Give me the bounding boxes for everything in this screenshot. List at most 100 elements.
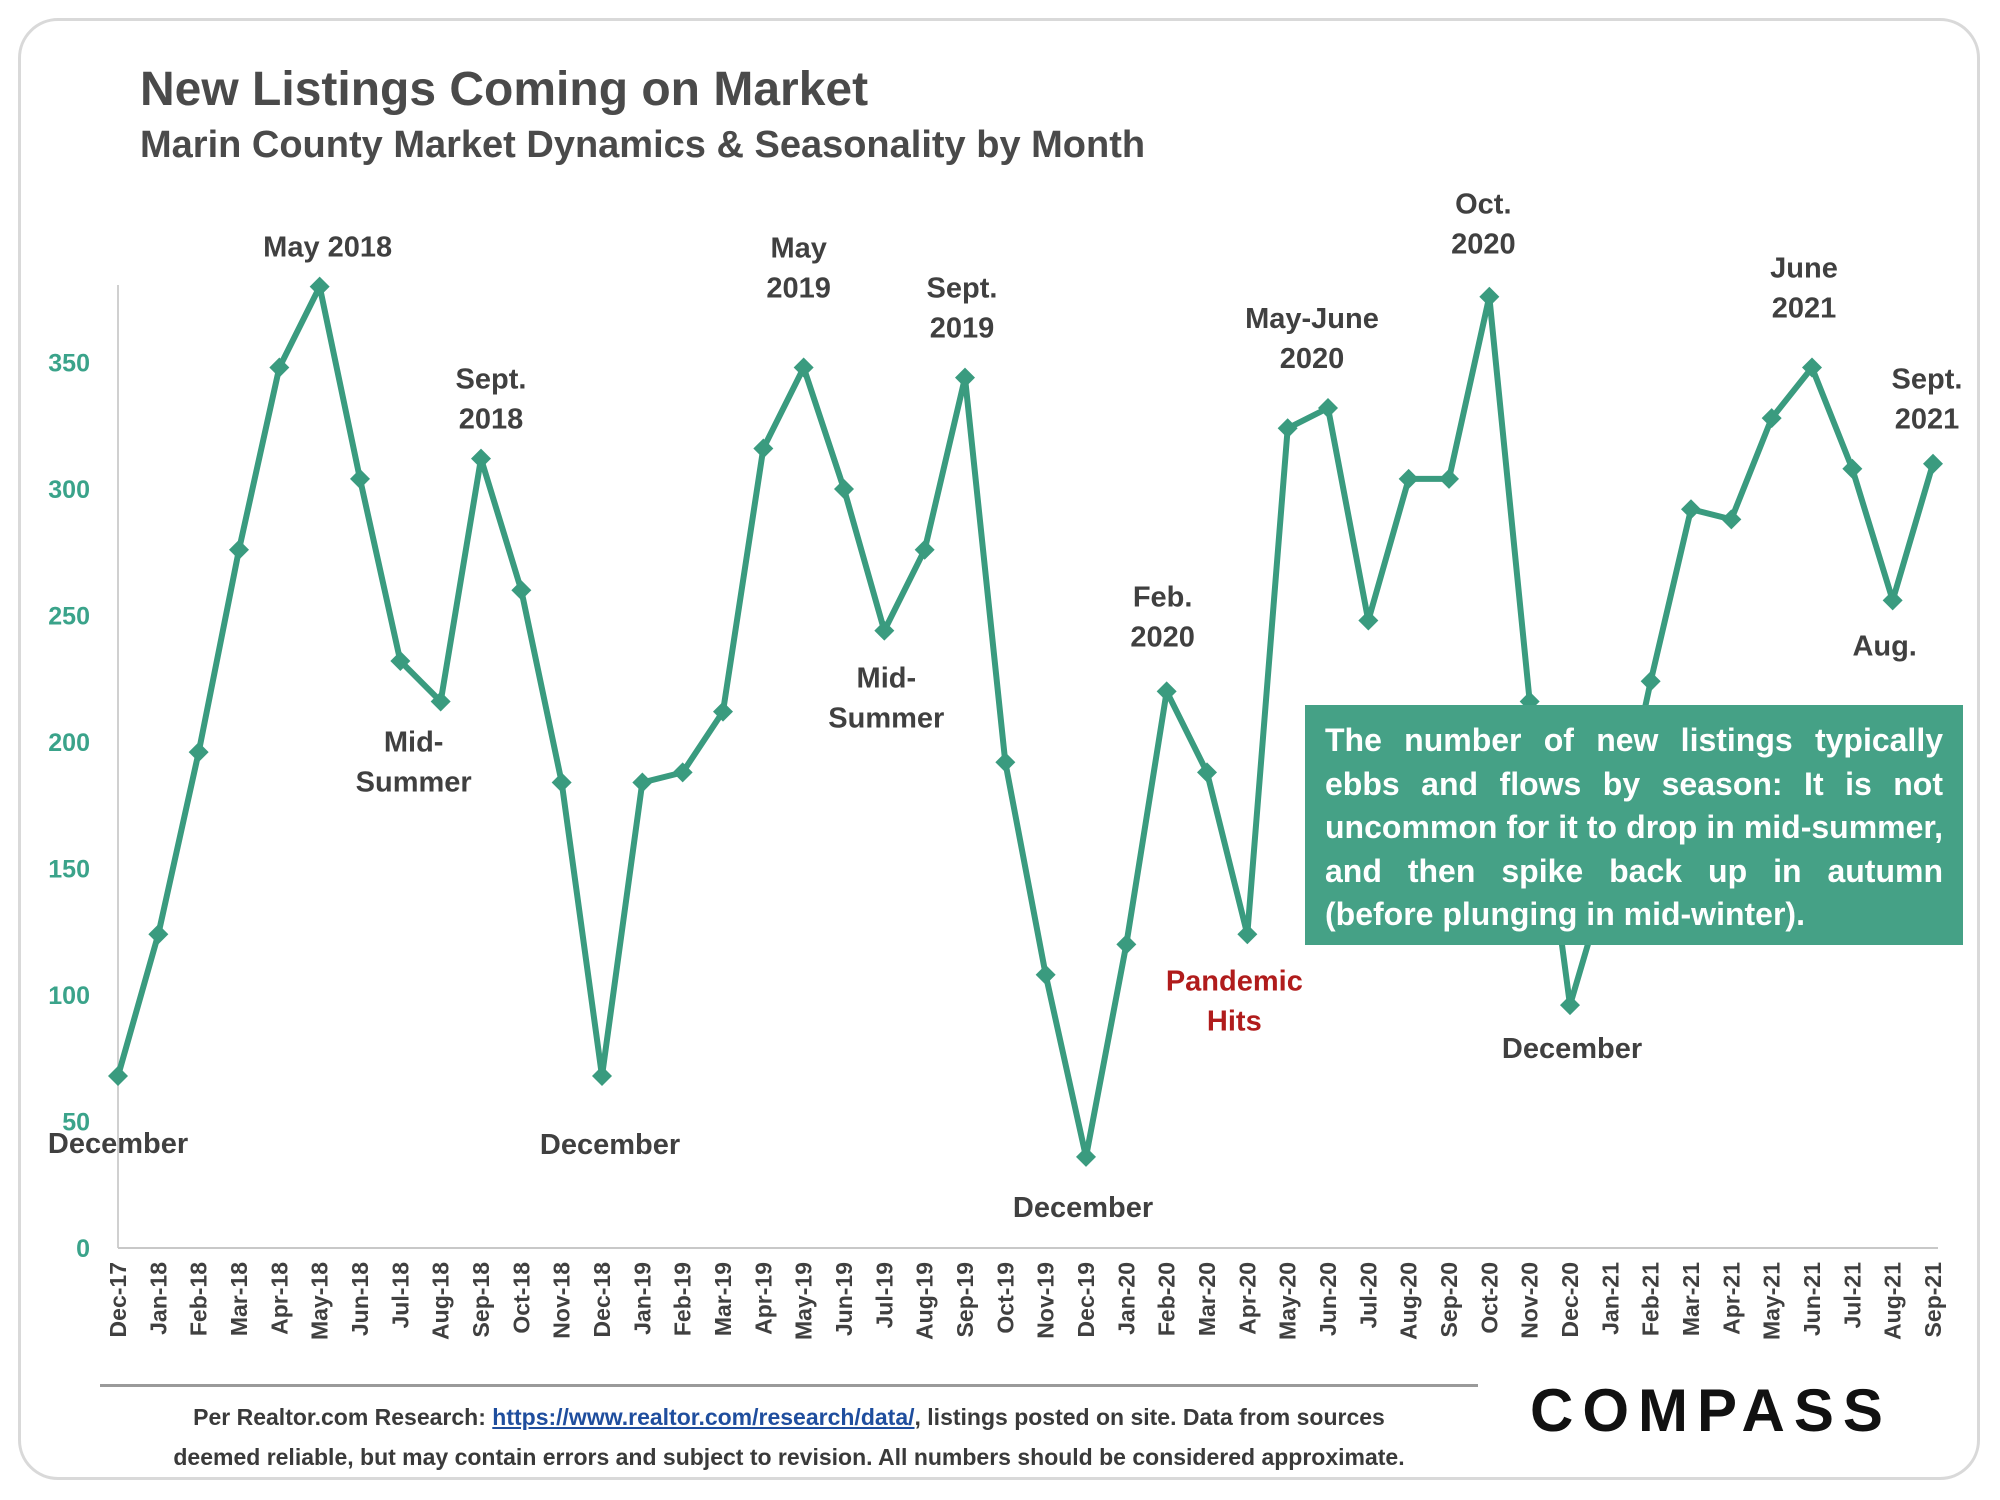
y-tick-label: 300 xyxy=(48,476,90,504)
annotation-label: May-June 2020 xyxy=(1245,303,1379,375)
x-tick-label: Dec-18 xyxy=(589,1262,615,1338)
x-tick-label: Feb-18 xyxy=(186,1262,212,1336)
x-tick-label: Sep-20 xyxy=(1436,1262,1462,1337)
x-tick-label: Mar-21 xyxy=(1678,1262,1704,1336)
x-tick-label: Feb-20 xyxy=(1154,1262,1180,1336)
data-point-marker xyxy=(1237,924,1258,945)
x-tick-label: Jun-21 xyxy=(1799,1262,1825,1336)
x-tick-label: Mar-20 xyxy=(1194,1262,1220,1336)
data-point-marker xyxy=(269,357,290,378)
annotation-label: Mid-Summer xyxy=(356,727,472,799)
data-point-marker xyxy=(188,742,209,763)
annotation-label: Mid-Summer xyxy=(828,663,944,735)
data-point-marker xyxy=(471,448,491,469)
x-tick-label: May-18 xyxy=(307,1262,333,1340)
x-tick-label: May-20 xyxy=(1275,1262,1301,1340)
x-tick-label: Aug-19 xyxy=(912,1262,938,1340)
x-tick-label: Jan-18 xyxy=(145,1262,171,1335)
data-point-marker xyxy=(1882,590,1903,611)
data-point-marker xyxy=(753,438,774,459)
y-tick-label: 100 xyxy=(48,982,90,1010)
x-tick-label: Jul-19 xyxy=(871,1262,897,1328)
data-point-marker xyxy=(350,468,370,489)
data-point-marker xyxy=(914,539,935,560)
data-point-marker xyxy=(1076,1146,1096,1167)
compass-logo: COMPASS xyxy=(1530,1377,1892,1444)
data-point-marker xyxy=(955,367,975,388)
data-point-marker xyxy=(1035,964,1056,985)
annotation-label: December xyxy=(540,1129,680,1161)
x-tick-label: Feb-19 xyxy=(670,1262,696,1336)
x-tick-label: Jul-20 xyxy=(1355,1262,1381,1328)
x-tick-label: Apr-18 xyxy=(266,1262,292,1335)
annotation-label: Aug. xyxy=(1852,630,1916,662)
x-tick-label: Apr-20 xyxy=(1234,1262,1260,1335)
source-suffix: , listings posted on site. Data from sou… xyxy=(914,1404,1385,1430)
annotation-label: May 2019 xyxy=(766,233,831,305)
x-tick-label: Aug-20 xyxy=(1396,1262,1422,1340)
x-tick-label: Sep-21 xyxy=(1920,1262,1946,1338)
data-point-marker xyxy=(1318,398,1338,419)
data-point-marker xyxy=(632,772,653,793)
data-point-marker xyxy=(1802,357,1822,378)
data-point-marker xyxy=(874,620,895,641)
x-tick-label: Nov-19 xyxy=(1033,1262,1059,1339)
x-tick-label: Sep-19 xyxy=(952,1262,978,1337)
data-point-marker xyxy=(1156,681,1177,702)
x-tick-label: Nov-18 xyxy=(549,1262,575,1339)
x-tick-label: Jun-18 xyxy=(347,1262,373,1336)
data-point-marker xyxy=(1560,995,1580,1016)
chart-title: New Listings Coming on Market xyxy=(140,63,869,116)
x-tick-label: Jan-21 xyxy=(1597,1262,1623,1335)
data-point-marker xyxy=(1681,499,1701,520)
y-tick-label: 0 xyxy=(76,1235,90,1263)
source-note: Per Realtor.com Research: https://www.re… xyxy=(100,1397,1478,1477)
annotation-label: Sept. 2018 xyxy=(456,364,527,436)
data-point-marker xyxy=(511,580,532,601)
source-link[interactable]: https://www.realtor.com/research/data/ xyxy=(492,1404,915,1430)
data-point-marker xyxy=(793,357,814,378)
data-point-marker xyxy=(995,752,1016,773)
data-point-marker xyxy=(148,924,169,945)
data-point-marker xyxy=(1640,671,1661,692)
data-point-marker xyxy=(1923,453,1943,474)
data-point-marker xyxy=(1197,762,1217,783)
data-point-marker xyxy=(390,651,411,672)
x-tick-label: May-21 xyxy=(1759,1262,1785,1340)
annotation-label: May 2018 xyxy=(263,232,392,264)
x-tick-label: Dec-17 xyxy=(105,1262,131,1337)
x-tick-label: Mar-19 xyxy=(710,1262,736,1336)
annotation-label: Feb. 2020 xyxy=(1130,581,1195,653)
annotation-label: Sept. 2019 xyxy=(927,273,998,345)
data-point-marker xyxy=(713,701,733,722)
data-point-marker xyxy=(309,276,330,297)
annotation-label: Pandemic Hits xyxy=(1166,965,1303,1037)
data-point-marker xyxy=(1842,458,1863,479)
x-tick-label: Jun-19 xyxy=(831,1262,857,1336)
y-tick-label: 50 xyxy=(62,1109,90,1137)
annotation-label: June 2021 xyxy=(1770,253,1838,325)
data-point-marker xyxy=(551,772,572,793)
data-point-marker xyxy=(1479,286,1500,307)
data-point-marker xyxy=(672,762,693,783)
x-tick-label: Feb-21 xyxy=(1638,1262,1664,1336)
x-tick-label: Jul-18 xyxy=(387,1262,413,1329)
data-point-marker xyxy=(108,1065,128,1086)
y-tick-label: 200 xyxy=(48,729,90,757)
x-tick-label: Apr-19 xyxy=(750,1262,776,1335)
data-point-marker xyxy=(1277,418,1298,439)
x-tick-label: Oct-20 xyxy=(1476,1262,1502,1334)
x-tick-label: Jan-20 xyxy=(1113,1262,1139,1335)
x-tick-label: Mar-18 xyxy=(226,1262,252,1336)
x-tick-label: Jun-20 xyxy=(1315,1262,1341,1336)
x-tick-label: Dec-20 xyxy=(1557,1262,1583,1337)
x-tick-label: Sep-18 xyxy=(468,1262,494,1338)
annotation-label: Sept. 2021 xyxy=(1892,364,1963,436)
x-tick-label: Oct-18 xyxy=(508,1262,534,1334)
data-point-marker xyxy=(1116,934,1137,955)
x-tick-label: Apr-21 xyxy=(1718,1262,1744,1335)
annotation-label: December xyxy=(1013,1192,1153,1224)
source-prefix: Per Realtor.com Research: xyxy=(193,1404,493,1430)
x-tick-label: Oct-19 xyxy=(992,1262,1018,1334)
